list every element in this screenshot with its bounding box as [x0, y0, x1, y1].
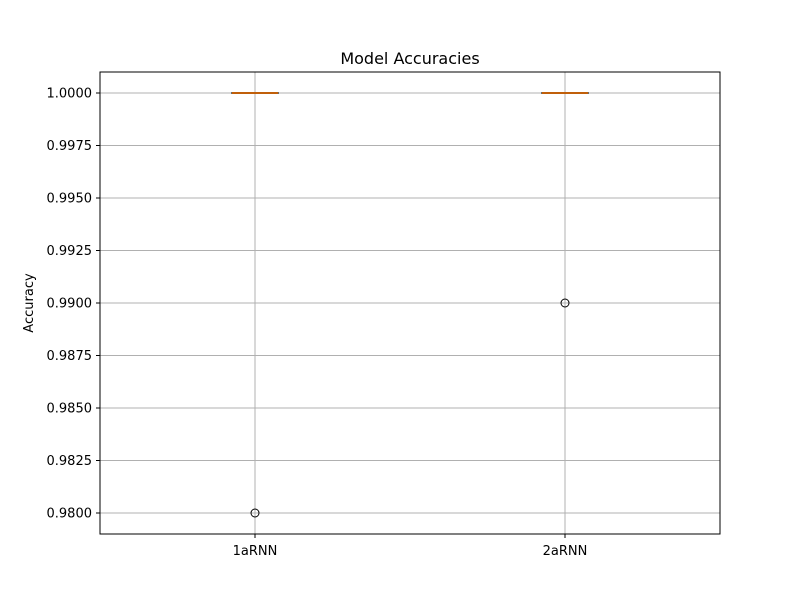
x-axis-ticks: 1aRNN 2aRNN	[233, 534, 588, 559]
grid-lines	[100, 72, 720, 534]
boxes	[231, 92, 589, 518]
y-tick-label: 0.9925	[47, 244, 93, 259]
y-tick-label: 1.0000	[47, 87, 93, 102]
y-axis-ticks: 0.9800 0.9825 0.9850 0.9875 0.9900 0.9925 0.99…	[47, 87, 100, 522]
x-tick-label: 2aRNN	[543, 544, 588, 559]
box-2aRNN	[541, 92, 589, 308]
y-tick-label: 0.9975	[47, 139, 93, 154]
outlier-point	[250, 508, 260, 518]
y-tick-label: 0.9850	[47, 402, 93, 417]
y-tick-label: 0.9900	[47, 297, 93, 312]
outlier-point	[560, 298, 570, 308]
x-tick-label: 1aRNN	[233, 544, 278, 559]
y-tick-label: 0.9800	[47, 507, 93, 522]
y-axis-label: Accuracy	[22, 273, 37, 333]
chart-title: Model Accuracies	[340, 49, 479, 68]
y-tick-label: 0.9950	[47, 192, 93, 207]
y-tick-label: 0.9875	[47, 349, 93, 364]
y-tick-label: 0.9825	[47, 454, 93, 469]
box-1aRNN	[231, 92, 279, 518]
